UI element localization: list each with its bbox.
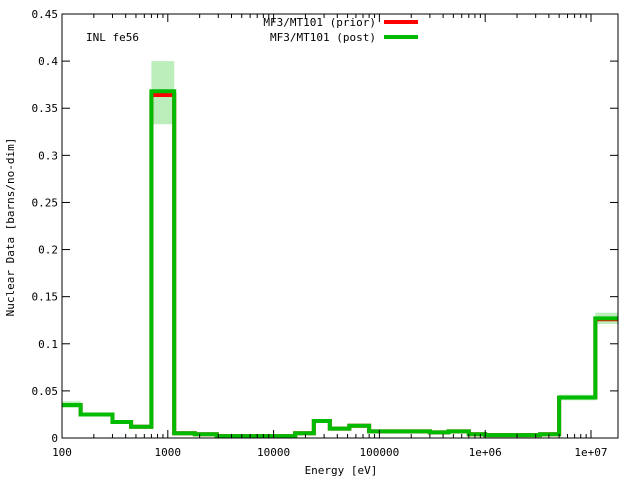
y-tick-label: 0.15	[32, 291, 59, 304]
x-axis: 100 1000 10000 100000 1e+06 1e+07	[52, 14, 608, 459]
y-tick-label: 0.3	[38, 149, 58, 162]
x-tick-label: 1e+06	[469, 446, 502, 459]
y-tick-label: 0	[51, 432, 58, 445]
x-tick-label: 100	[52, 446, 72, 459]
legend-label: MF3/MT101 (prior)	[263, 16, 376, 29]
plot-frame	[61, 13, 619, 439]
chart-annotation: INL fe56	[86, 31, 139, 44]
y-tick-label: 0.35	[32, 102, 59, 115]
y-axis-label: Nuclear Data [barns/no-dim]	[4, 138, 17, 317]
x-tick-label: 1e+07	[574, 446, 607, 459]
y-tick-label: 0.05	[32, 385, 59, 398]
legend-label: MF3/MT101 (post)	[270, 31, 376, 44]
series-line-prior	[62, 93, 618, 439]
y-tick-label: 0.2	[38, 244, 58, 257]
x-axis-label: Energy [eV]	[305, 464, 378, 477]
uncertainty-bands	[62, 61, 618, 437]
series-line-post	[62, 89, 618, 439]
y-tick-label: 0.45	[32, 8, 59, 21]
legend: MF3/MT101 (prior) MF3/MT101 (post)	[263, 16, 418, 44]
x-tick-label: 100000	[360, 446, 400, 459]
data-lines	[62, 89, 618, 439]
x-tick-label: 10000	[257, 446, 290, 459]
y-axis: 0 0.05 0.1 0.15 0.2 0.25 0.3 0.35 0.4 0.45	[32, 8, 618, 445]
y-tick-label: 0.1	[38, 338, 58, 351]
y-tick-label: 0.25	[32, 196, 59, 209]
y-tick-label: 0.4	[38, 55, 58, 68]
x-tick-label: 1000	[155, 446, 182, 459]
